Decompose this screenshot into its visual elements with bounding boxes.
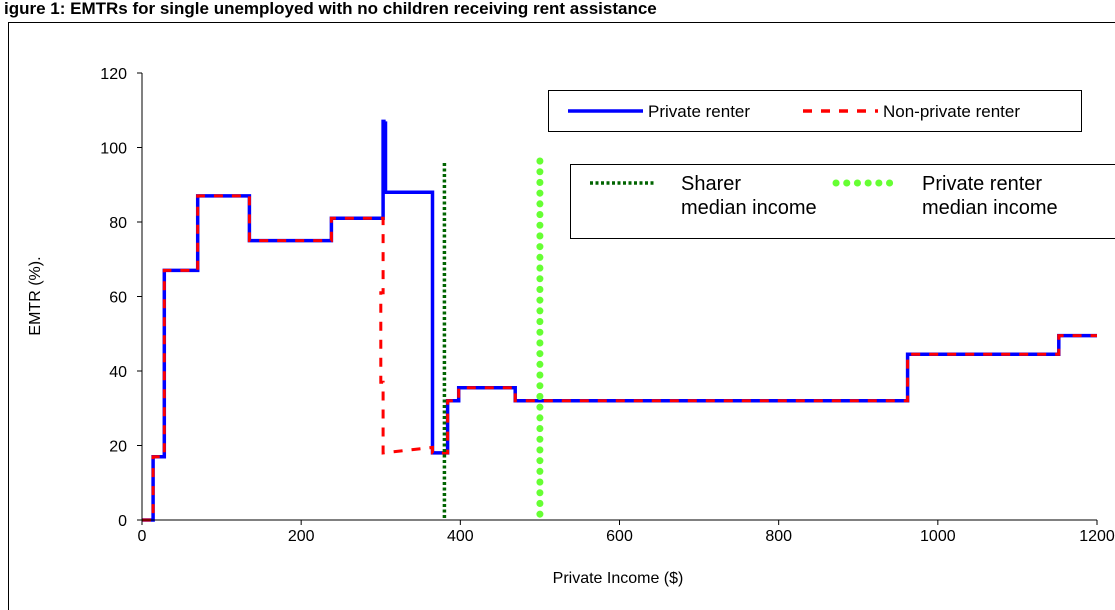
- y-axis-label: EMTR (%).: [27, 256, 44, 335]
- legend-series: Private renter Non-private renter: [548, 90, 1082, 132]
- legend-median-box: [570, 164, 1115, 239]
- x-tick-label: 400: [447, 528, 474, 545]
- legend-label-renter-line2: median income: [922, 197, 1058, 219]
- y-tick-label: 80: [109, 215, 127, 232]
- legend-label-renter-line1: Private renter: [922, 173, 1042, 195]
- x-tick-label: 200: [288, 528, 315, 545]
- legend-label-non-private-renter: Non-private renter: [883, 102, 1020, 121]
- legend-label-sharer-line1: Sharer: [681, 173, 741, 195]
- y-tick-label: 0: [118, 513, 127, 530]
- x-axis-label: Private Income ($): [553, 570, 684, 587]
- series-line-non-private-renter: [142, 194, 1097, 522]
- x-tick-label: 0: [138, 528, 147, 545]
- y-tick-label: 120: [100, 66, 127, 83]
- legend-label-sharer-line2: median income: [681, 197, 817, 219]
- plot-lines: [142, 119, 1097, 524]
- y-tick-label: 100: [100, 141, 127, 158]
- x-tick-label: 1000: [920, 528, 956, 545]
- y-tick-label: 20: [109, 439, 127, 456]
- figure-title: igure 1: EMTRs for single unemployed wit…: [4, 0, 657, 18]
- legend-label-private-renter: Private renter: [648, 102, 750, 121]
- x-tick-label: 1200: [1079, 528, 1115, 545]
- y-tick-label: 60: [109, 290, 127, 307]
- legend-median: Sharer median income Private renter medi…: [570, 164, 1115, 239]
- x-tick-label: 800: [765, 528, 792, 545]
- x-tick-label: 600: [606, 528, 633, 545]
- chart-area-border: [8, 22, 1115, 610]
- y-tick-label: 40: [109, 364, 127, 381]
